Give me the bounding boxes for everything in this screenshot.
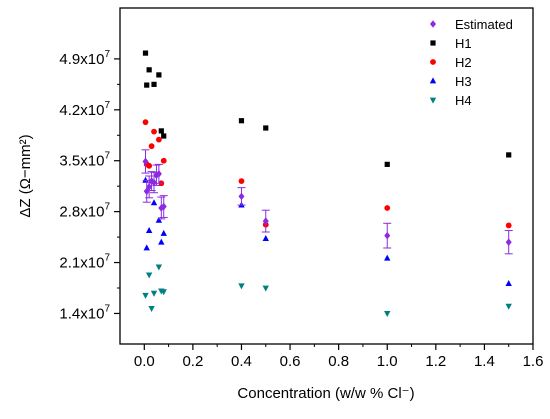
x-tick-label: 0.4	[231, 353, 252, 370]
point-estimated	[155, 170, 162, 178]
y-axis-title: ΔZ (Ω−mm²)	[17, 134, 34, 217]
y-axis: 1.4x107 2.1x107 2.8x107 3.5x107 4.2x107 4.9x1…	[59, 49, 120, 322]
x-tick-label: 0.6	[280, 353, 301, 370]
point-h4	[505, 303, 512, 310]
legend-symbol-h1	[430, 40, 436, 46]
point-h2	[505, 222, 512, 229]
x-tick-label: 1.6	[523, 353, 544, 370]
point-h3	[160, 229, 167, 236]
point-estimated	[505, 238, 512, 246]
point-h3	[143, 244, 150, 251]
point-h3	[145, 226, 153, 233]
y-tick-label: 2.8x107	[59, 202, 110, 221]
point-h2	[148, 143, 155, 150]
point-estimated	[238, 192, 245, 201]
x-tick-label: 1.2	[425, 353, 446, 370]
point-h1	[144, 82, 150, 88]
y-tick-label: 1.4x107	[59, 303, 110, 322]
x-tick-label: 0.2	[182, 353, 203, 370]
legend-label-h3: H3	[455, 74, 472, 89]
point-h1	[158, 128, 164, 134]
point-h2	[142, 119, 149, 126]
legend-label-h4: H4	[455, 93, 472, 108]
point-h3	[155, 216, 163, 223]
point-h2	[160, 157, 167, 164]
point-h1	[151, 81, 157, 87]
point-h4	[142, 292, 149, 299]
point-estimated	[151, 178, 158, 187]
x-axis: 0.0 0.2 0.4 0.6 0.8 1.0 1.2 1.4 1.6	[134, 344, 544, 370]
x-axis-title: Concentration (w/w % Cl⁻)	[237, 385, 414, 402]
point-estimated	[262, 217, 269, 225]
y-tick-label: 3.5x107	[59, 151, 110, 170]
legend: Estimated H1 H2 H3 H4	[429, 17, 513, 108]
point-h1	[161, 133, 167, 139]
legend-symbol-h4	[429, 97, 437, 104]
x-tick-label: 0.8	[328, 353, 349, 370]
legend-label-h1: H1	[455, 36, 472, 51]
y-tick-label: 4.2x107	[59, 100, 110, 119]
point-h2	[155, 136, 162, 143]
point-h4	[384, 311, 391, 318]
data-marks	[141, 50, 513, 318]
x-tick-label: 0.0	[134, 353, 155, 370]
legend-symbol-estimated	[430, 20, 436, 28]
point-h1	[146, 67, 152, 73]
point-h3	[158, 238, 165, 245]
point-estimated	[384, 231, 391, 240]
point-estimated	[142, 157, 149, 166]
point-h3	[150, 199, 158, 206]
y-tick-label: 4.9x107	[59, 49, 110, 68]
point-estimated	[146, 183, 153, 191]
point-h4	[160, 289, 167, 296]
point-h2	[384, 205, 391, 211]
point-h4	[155, 264, 163, 271]
point-h3	[142, 176, 149, 183]
plot-frame	[119, 7, 534, 345]
point-h4	[145, 272, 153, 279]
point-estimated	[160, 202, 167, 211]
point-h4	[150, 290, 158, 297]
point-h1	[263, 125, 269, 131]
x-tick-label: 1.4	[474, 353, 495, 370]
point-h4	[262, 285, 269, 292]
x-tick-label: 1.0	[377, 353, 398, 370]
point-h4	[238, 283, 245, 290]
legend-symbol-h3	[429, 77, 437, 84]
legend-symbol-h2	[430, 59, 436, 65]
point-h2	[146, 162, 153, 169]
legend-label-h2: H2	[455, 55, 472, 70]
point-h2	[151, 128, 157, 135]
point-h3	[505, 280, 512, 287]
point-h1	[506, 152, 512, 158]
y-tick-label: 2.1x107	[59, 253, 110, 272]
point-h1	[156, 72, 162, 78]
point-h1	[238, 118, 245, 124]
point-h2	[238, 178, 245, 184]
point-h3	[262, 234, 269, 241]
point-h1	[384, 161, 390, 167]
point-h1	[142, 50, 149, 56]
legend-label-estimated: Estimated	[455, 17, 513, 32]
point-h3	[384, 254, 391, 261]
point-h4	[148, 305, 155, 312]
